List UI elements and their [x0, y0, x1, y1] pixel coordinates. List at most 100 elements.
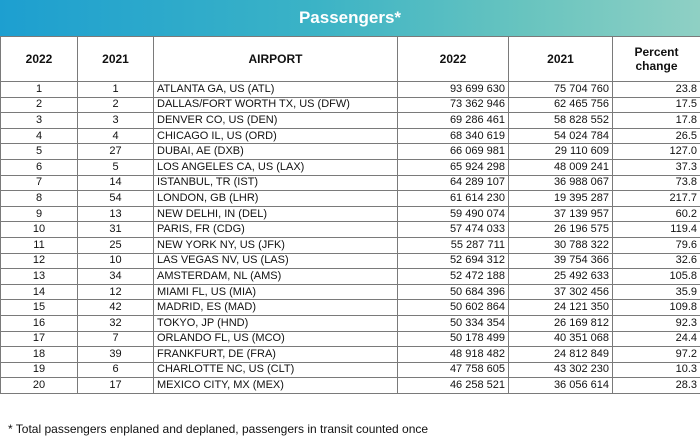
- table-row: 16 32 TOKYO, JP (HND) 50 334 354 26 169 812 9…: [0, 314, 700, 332]
- rank-2021-cell: 5: [77, 158, 154, 176]
- passengers-2021-cell: 39 754 366: [508, 252, 613, 270]
- table-row: 1 1 ATLANTA GA, US (ATL) 93 699 630 75 704 7…: [0, 81, 700, 98]
- passengers-2022-cell: 50 178 499: [397, 330, 509, 348]
- percent-change-cell: 17.5: [612, 96, 700, 114]
- rank-2022-cell: 8: [0, 190, 78, 207]
- rank-2022-cell: 3: [0, 112, 78, 129]
- passengers-2022-cell: 52 694 312: [397, 252, 509, 270]
- passengers-2021-cell: 36 988 067: [508, 174, 613, 192]
- percent-change-cell: 35.9: [612, 283, 700, 301]
- rank-2021-cell: 2: [77, 96, 154, 114]
- passengers-2022-cell: 50 602 864: [397, 299, 509, 316]
- rank-2021-cell: 25: [77, 236, 154, 254]
- rank-2022-cell: 4: [0, 127, 78, 145]
- percent-change-cell: 17.8: [612, 112, 700, 129]
- rank-2022-cell: 7: [0, 174, 78, 192]
- airport-cell: FRANKFURT, DE (FRA): [153, 346, 398, 363]
- table-header-row: 2022 2021 AIRPORT 2022 2021 Percent chan…: [0, 36, 700, 82]
- rank-2022-cell: 5: [0, 143, 78, 160]
- passengers-2022-cell: 73 362 946: [397, 96, 509, 114]
- rank-2021-cell: 27: [77, 143, 154, 160]
- table-row: 20 17 MEXICO CITY, MX (MEX) 46 258 521 36 05…: [0, 377, 700, 394]
- rank-2022-cell: 20: [0, 377, 78, 394]
- table-row: 8 54 LONDON, GB (LHR) 61 614 230 19 395 287 2…: [0, 190, 700, 207]
- rank-2021-cell: 32: [77, 314, 154, 332]
- passengers-2021-cell: 29 110 609: [508, 143, 613, 160]
- passengers-2021-cell: 19 395 287: [508, 190, 613, 207]
- table-row: 6 5 LOS ANGELES CA, US (LAX) 65 924 298 48 0…: [0, 158, 700, 176]
- table-title: Passengers*: [0, 0, 700, 36]
- table-row: 11 25 NEW YORK NY, US (JFK) 55 287 711 30 78…: [0, 236, 700, 254]
- rank-2021-cell: 12: [77, 283, 154, 301]
- percent-change-cell: 119.4: [612, 221, 700, 238]
- percent-change-cell: 24.4: [612, 330, 700, 348]
- percent-change-cell: 79.6: [612, 236, 700, 254]
- header-percent-change: Percent change: [612, 36, 700, 82]
- percent-change-cell: 26.5: [612, 127, 700, 145]
- passengers-2021-cell: 58 828 552: [508, 112, 613, 129]
- rank-2022-cell: 15: [0, 299, 78, 316]
- rank-2022-cell: 18: [0, 346, 78, 363]
- footnote: * Total passengers enplaned and deplaned…: [8, 422, 429, 436]
- passengers-2021-cell: 40 351 068: [508, 330, 613, 348]
- airport-cell: TOKYO, JP (HND): [153, 314, 398, 332]
- rank-2022-cell: 17: [0, 330, 78, 348]
- airport-cell: CHICAGO IL, US (ORD): [153, 127, 398, 145]
- airport-cell: MEXICO CITY, MX (MEX): [153, 377, 398, 394]
- rank-2022-cell: 16: [0, 314, 78, 332]
- table-row: 12 10 LAS VEGAS NV, US (LAS) 52 694 312 39 7…: [0, 252, 700, 270]
- passengers-2021-cell: 48 009 241: [508, 158, 613, 176]
- rank-2021-cell: 17: [77, 377, 154, 394]
- rank-2021-cell: 42: [77, 299, 154, 316]
- rank-2021-cell: 31: [77, 221, 154, 238]
- rank-2022-cell: 12: [0, 252, 78, 270]
- passengers-2021-cell: 26 196 575: [508, 221, 613, 238]
- rank-2021-cell: 13: [77, 205, 154, 223]
- percent-change-cell: 73.8: [612, 174, 700, 192]
- airport-cell: NEW DELHI, IN (DEL): [153, 205, 398, 223]
- passengers-2022-cell: 69 286 461: [397, 112, 509, 129]
- airport-cell: DENVER CO, US (DEN): [153, 112, 398, 129]
- rank-2022-cell: 1: [0, 81, 78, 98]
- passengers-2022-cell: 52 472 188: [397, 268, 509, 285]
- table-row: 9 13 NEW DELHI, IN (DEL) 59 490 074 37 139 9…: [0, 205, 700, 223]
- passengers-2022-cell: 59 490 074: [397, 205, 509, 223]
- passengers-2022-cell: 50 684 396: [397, 283, 509, 301]
- airport-cell: PARIS, FR (CDG): [153, 221, 398, 238]
- percent-change-cell: 28.3: [612, 377, 700, 394]
- table-row: 7 14 ISTANBUL, TR (IST) 64 289 107 36 988 06…: [0, 174, 700, 192]
- passengers-2022-cell: 50 334 354: [397, 314, 509, 332]
- table-row: 19 6 CHARLOTTE NC, US (CLT) 47 758 605 43 30…: [0, 361, 700, 379]
- rank-2021-cell: 3: [77, 112, 154, 129]
- rank-2022-cell: 10: [0, 221, 78, 238]
- rank-2021-cell: 10: [77, 252, 154, 270]
- passengers-2021-cell: 26 169 812: [508, 314, 613, 332]
- percent-change-cell: 32.6: [612, 252, 700, 270]
- table-row: 2 2 DALLAS/FORT WORTH TX, US (DFW) 73 362 9…: [0, 96, 700, 114]
- passengers-2022-cell: 61 614 230: [397, 190, 509, 207]
- rank-2022-cell: 14: [0, 283, 78, 301]
- airport-cell: LAS VEGAS NV, US (LAS): [153, 252, 398, 270]
- airport-cell: AMSTERDAM, NL (AMS): [153, 268, 398, 285]
- passengers-2021-cell: 43 302 230: [508, 361, 613, 379]
- table-body: 1 1 ATLANTA GA, US (ATL) 93 699 630 75 704 7…: [0, 81, 700, 394]
- passengers-2021-cell: 36 056 614: [508, 377, 613, 394]
- rank-2021-cell: 54: [77, 190, 154, 207]
- percent-change-cell: 60.2: [612, 205, 700, 223]
- header-rank-2022: 2022: [0, 36, 78, 82]
- rank-2021-cell: 14: [77, 174, 154, 192]
- airport-cell: DALLAS/FORT WORTH TX, US (DFW): [153, 96, 398, 114]
- passengers-2022-cell: 64 289 107: [397, 174, 509, 192]
- passengers-2021-cell: 25 492 633: [508, 268, 613, 285]
- airport-cell: CHARLOTTE NC, US (CLT): [153, 361, 398, 379]
- rank-2021-cell: 1: [77, 81, 154, 98]
- passengers-2022-cell: 66 069 981: [397, 143, 509, 160]
- table-row: 10 31 PARIS, FR (CDG) 57 474 033 26 196 575 1…: [0, 221, 700, 238]
- table-row: 3 3 DENVER CO, US (DEN) 69 286 461 58 828 55…: [0, 112, 700, 129]
- passengers-2022-cell: 68 340 619: [397, 127, 509, 145]
- percent-change-cell: 92.3: [612, 314, 700, 332]
- table-row: 5 27 DUBAI, AE (DXB) 66 069 981 29 110 609 12…: [0, 143, 700, 160]
- header-airport: AIRPORT: [153, 36, 398, 82]
- rank-2022-cell: 6: [0, 158, 78, 176]
- airport-cell: MADRID, ES (MAD): [153, 299, 398, 316]
